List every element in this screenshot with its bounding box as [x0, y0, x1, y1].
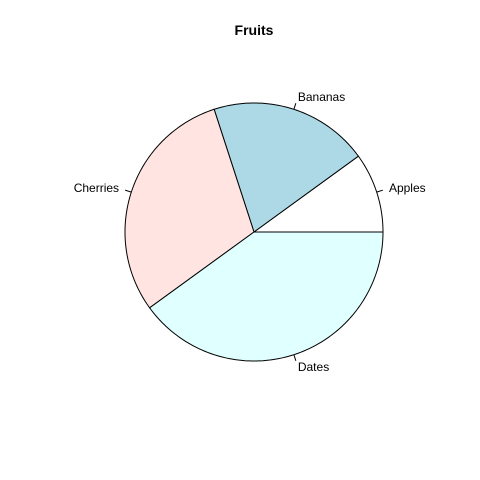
label-tick-dates: [294, 355, 296, 361]
slice-label-cherries: Cherries: [74, 181, 119, 195]
slice-label-apples: Apples: [389, 181, 426, 195]
label-tick-apples: [377, 190, 383, 192]
pie-slices: [125, 103, 383, 361]
chart-title: Fruits: [235, 22, 274, 38]
slice-label-dates: Dates: [298, 360, 329, 374]
slice-label-bananas: Bananas: [298, 90, 345, 104]
label-tick-bananas: [294, 103, 296, 109]
label-tick-cherries: [125, 190, 131, 192]
